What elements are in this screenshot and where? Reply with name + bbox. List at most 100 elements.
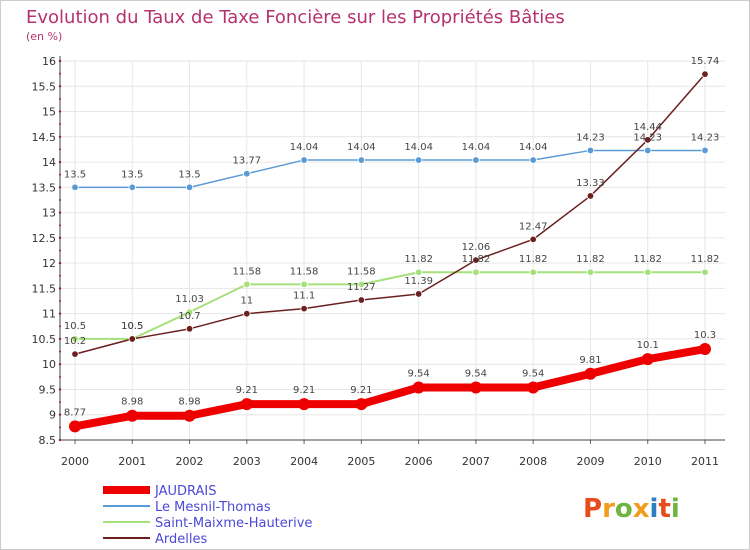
series-point-1 <box>472 156 480 164</box>
data-label: 12.47 <box>519 221 548 232</box>
series-point-1 <box>644 146 652 155</box>
data-label: 14.23 <box>691 132 720 143</box>
proxiti-logo: Proxiti <box>583 494 680 524</box>
data-label: 14.04 <box>462 142 491 153</box>
data-label: 14.04 <box>290 142 319 153</box>
series-point-3 <box>357 296 366 304</box>
series-line-3 <box>74 73 706 355</box>
series-point-1 <box>71 183 79 192</box>
data-label: 9.21 <box>236 385 258 396</box>
series-point-0 <box>298 398 311 411</box>
data-label: 11.1 <box>293 291 315 302</box>
legend-label-2: Saint-Maixme-Hauterive <box>155 516 312 531</box>
data-label: 14.04 <box>404 142 433 153</box>
series-point-2 <box>529 268 537 276</box>
series-point-3 <box>243 309 251 318</box>
series-point-0 <box>355 398 368 411</box>
y-tick-label: 11 <box>42 308 56 321</box>
data-label: 14.04 <box>519 142 548 153</box>
y-tick-label: 8.5 <box>39 434 57 447</box>
data-label: 9.81 <box>579 355 601 366</box>
series-point-3 <box>472 256 480 264</box>
series-point-2 <box>71 335 79 343</box>
x-tick-label: 2002 <box>176 455 204 468</box>
y-tick-label: 9.5 <box>39 383 57 396</box>
series-point-0 <box>527 381 540 394</box>
data-label: 13.5 <box>64 169 86 180</box>
series-point-3 <box>71 350 79 358</box>
x-tick-label: 2001 <box>118 455 146 468</box>
series-point-1 <box>529 156 537 164</box>
series-point-3 <box>701 70 709 78</box>
x-tick-label: 2011 <box>691 455 719 468</box>
chart-subtitle: (en %) <box>26 30 62 43</box>
logo-letter: o <box>615 494 633 524</box>
x-tick-label: 2000 <box>61 455 89 468</box>
data-label: 15.74 <box>691 56 720 67</box>
data-label: 14.44 <box>633 122 662 133</box>
data-label: 9.21 <box>293 385 315 396</box>
logo-letter: i <box>671 494 680 524</box>
y-tick-label: 13 <box>42 207 56 220</box>
y-tick-label: 11.5 <box>32 282 57 295</box>
logo-letter: P <box>583 494 602 524</box>
series-point-3 <box>586 192 595 200</box>
legend-label-1: Le Mesnil-Thomas <box>155 500 271 515</box>
x-tick-label: 2005 <box>347 455 375 468</box>
series-point-1 <box>300 156 308 164</box>
x-tick-label: 2010 <box>634 455 662 468</box>
data-label: 12.06 <box>462 242 491 253</box>
data-label: 11.39 <box>404 276 433 287</box>
series-point-0 <box>412 381 425 394</box>
data-label: 11.82 <box>404 254 433 265</box>
series-point-0 <box>69 420 81 433</box>
y-tick-label: 9 <box>49 409 56 422</box>
x-tick-label: 2007 <box>462 455 490 468</box>
legend-label-3: Ardelles <box>155 532 207 547</box>
data-label: 11.03 <box>175 294 204 305</box>
series-point-2 <box>586 268 595 276</box>
y-tick-label: 13.5 <box>32 181 57 194</box>
data-label: 14.23 <box>576 132 605 143</box>
series-point-2 <box>472 268 480 276</box>
data-label: 11.58 <box>290 266 319 277</box>
logo-letter: t <box>658 494 670 524</box>
x-tick-label: 2006 <box>405 455 433 468</box>
data-label: 10.1 <box>637 340 659 351</box>
series-point-2 <box>414 268 423 276</box>
y-tick-label: 10.5 <box>32 333 57 346</box>
series-line-0 <box>71 345 709 431</box>
series-point-1 <box>414 156 423 164</box>
data-labels: 8.77 8.98 8.98 9.21 9.21 9.21 9.54 9.54 9.54 9.81… <box>64 56 719 418</box>
data-label: 11.82 <box>576 254 605 265</box>
data-label: 9.54 <box>465 368 487 379</box>
series-point-0 <box>126 409 139 422</box>
logo-letter: x <box>633 494 650 524</box>
series-point-0 <box>240 398 253 411</box>
data-label: 8.98 <box>178 397 200 408</box>
y-tick-label: 14.5 <box>32 131 57 144</box>
logo-letter: r <box>602 494 615 524</box>
y-tick-label: 12 <box>42 257 56 270</box>
series-point-0 <box>641 353 654 366</box>
series-point-0 <box>469 381 482 394</box>
series-point-3 <box>529 235 537 244</box>
y-tick-label: 12.5 <box>32 232 57 245</box>
series-point-2 <box>300 280 308 289</box>
series-point-1 <box>586 146 595 155</box>
data-label: 13.77 <box>232 156 261 167</box>
data-label: 11.82 <box>462 254 491 265</box>
data-label: 13.5 <box>121 169 143 180</box>
data-label: 13.5 <box>178 169 200 180</box>
series-point-1 <box>243 169 251 178</box>
series-point-2 <box>357 280 366 289</box>
x-tick-label: 2003 <box>233 455 261 468</box>
data-label: 14.23 <box>633 132 662 143</box>
data-label: 8.77 <box>64 407 86 418</box>
series-point-3 <box>414 290 423 298</box>
data-label: 11.27 <box>347 282 376 293</box>
series-point-3 <box>644 136 652 144</box>
series-point-1 <box>185 183 194 192</box>
